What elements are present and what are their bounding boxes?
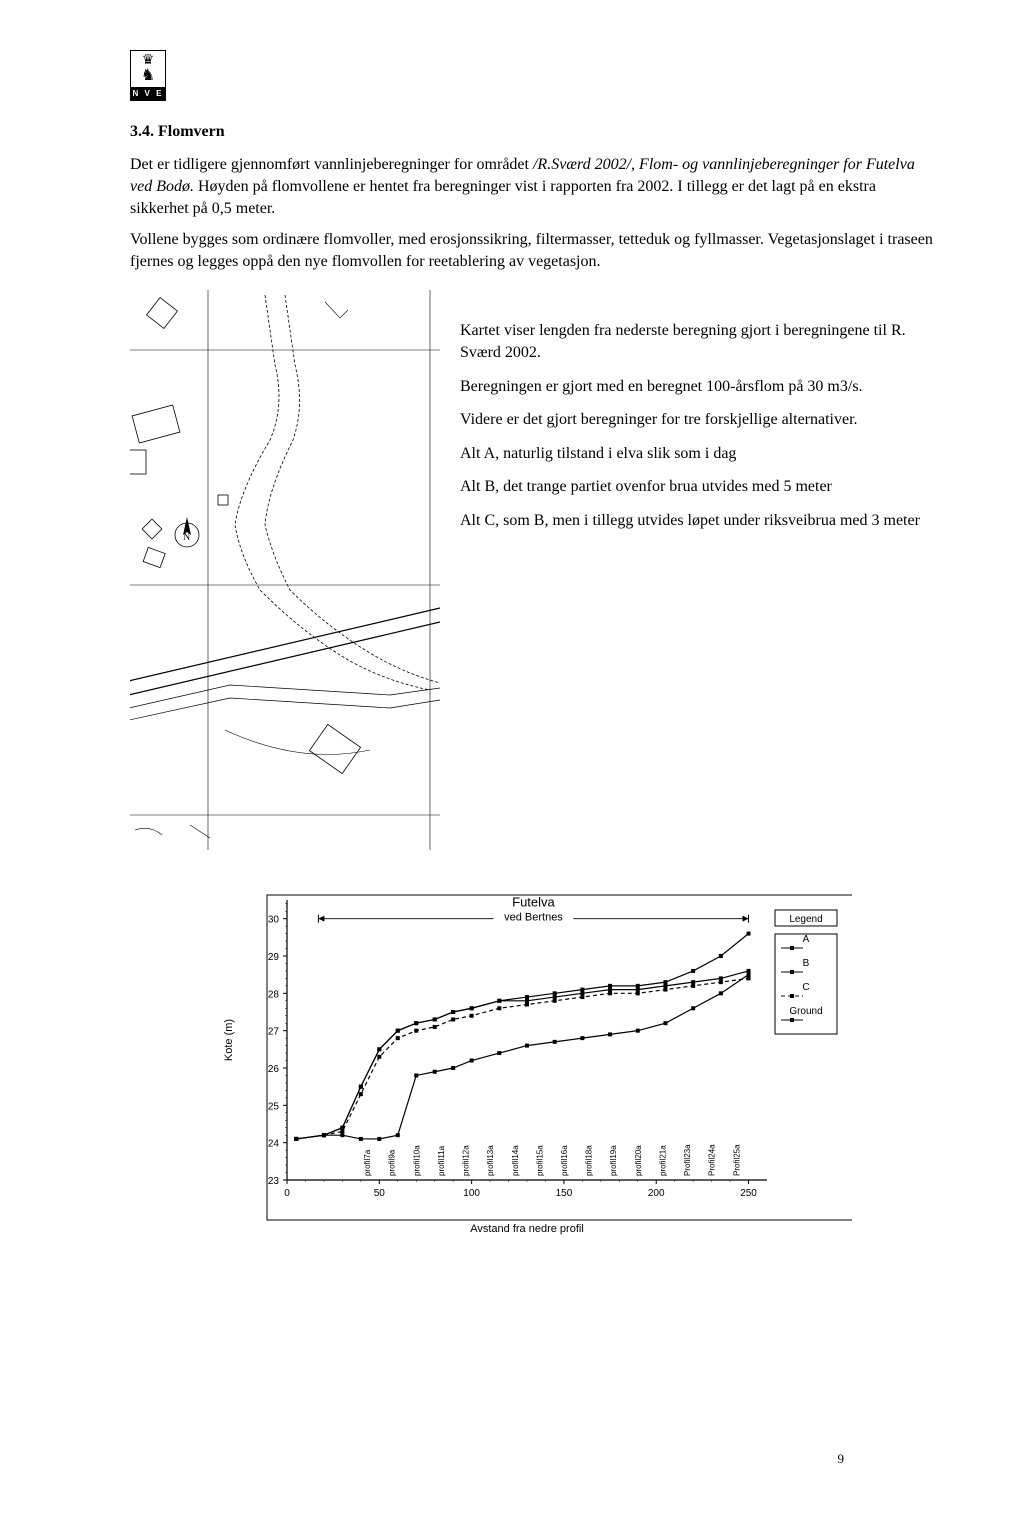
svg-text:profil18a: profil18a xyxy=(585,1145,594,1176)
svg-text:27: 27 xyxy=(268,1027,280,1038)
svg-text:A: A xyxy=(803,934,810,945)
nve-logo: ♛ ♞ N V E xyxy=(130,50,170,101)
svg-text:Ground: Ground xyxy=(789,1006,822,1017)
svg-text:B: B xyxy=(803,958,810,969)
svg-text:profil14a: profil14a xyxy=(511,1145,520,1176)
svg-text:C: C xyxy=(802,982,809,993)
svg-text:profil16a: profil16a xyxy=(560,1145,569,1176)
map-text-4: Alt A, naturlig tilstand i elva slik som… xyxy=(460,443,934,465)
svg-text:26: 26 xyxy=(268,1064,280,1075)
svg-text:Legend: Legend xyxy=(789,914,822,925)
svg-text:N: N xyxy=(183,532,190,543)
p1-tail: Høyden på flomvollene er hentet fra bere… xyxy=(130,178,876,217)
map-text-2: Beregningen er gjort med en beregnet 100… xyxy=(460,376,934,398)
p1-lead: Det er tidligere gjennomført vannlinjebe… xyxy=(130,156,533,173)
svg-text:Kote (m): Kote (m) xyxy=(223,1019,235,1061)
page-number: 9 xyxy=(838,1450,845,1468)
svg-text:29: 29 xyxy=(268,952,280,963)
svg-text:23: 23 xyxy=(268,1176,280,1187)
svg-text:30: 30 xyxy=(268,915,280,926)
svg-text:profil15a: profil15a xyxy=(535,1145,544,1176)
logo-crown-icon: ♛ xyxy=(142,54,155,68)
map-text-3: Videre er det gjort beregninger for tre … xyxy=(460,409,934,431)
map-text-row: N Kartet viser lengden fra nederste bere… xyxy=(130,290,934,850)
svg-text:profil9a: profil9a xyxy=(388,1150,397,1177)
map-text-5: Alt B, det trange partiet ovenfor brua u… xyxy=(460,476,934,498)
svg-text:200: 200 xyxy=(648,1188,665,1199)
svg-text:profil20a: profil20a xyxy=(634,1145,643,1176)
section-title-text: Flomvern xyxy=(158,123,225,140)
svg-text:profil12a: profil12a xyxy=(462,1145,471,1176)
svg-text:profil19a: profil19a xyxy=(609,1145,618,1176)
paragraph-1: Det er tidligere gjennomført vannlinjebe… xyxy=(130,154,934,219)
map-text-6: Alt C, som B, men i tillegg utvides løpe… xyxy=(460,510,934,532)
svg-text:profil21a: profil21a xyxy=(658,1145,667,1176)
svg-text:Profil23a: Profil23a xyxy=(683,1144,692,1176)
map-column: N xyxy=(130,290,440,850)
svg-text:Profil24a: Profil24a xyxy=(708,1144,717,1176)
logo-lion-icon: ♞ xyxy=(141,68,155,84)
svg-text:25: 25 xyxy=(268,1102,280,1113)
svg-text:28: 28 xyxy=(268,990,280,1001)
svg-text:profil13a: profil13a xyxy=(486,1145,495,1176)
svg-text:50: 50 xyxy=(374,1188,386,1199)
map-diagram: N xyxy=(130,290,440,850)
logo-label: N V E xyxy=(130,88,166,101)
paragraph-2: Vollene bygges som ordinære flomvoller, … xyxy=(130,229,934,272)
svg-text:0: 0 xyxy=(284,1188,290,1199)
svg-text:ved Bertnes: ved Bertnes xyxy=(504,912,563,924)
svg-text:150: 150 xyxy=(556,1188,573,1199)
svg-text:Avstand fra nedre profil: Avstand fra nedre profil xyxy=(470,1223,584,1235)
futelva-chart: 23 24 25 26 27 28 29 30 0 50 100 150 200 250 Kote (m) A… xyxy=(212,880,852,1240)
svg-text:250: 250 xyxy=(740,1188,757,1199)
svg-text:Futelva: Futelva xyxy=(512,895,555,910)
svg-text:Profil25a: Profil25a xyxy=(732,1144,741,1176)
chart-container: 23 24 25 26 27 28 29 30 0 50 100 150 200 250 Kote (m) A… xyxy=(130,880,934,1240)
svg-text:profil10a: profil10a xyxy=(412,1145,421,1176)
map-description-column: Kartet viser lengden fra nederste beregn… xyxy=(460,290,934,543)
section-number: 3.4. xyxy=(130,123,154,140)
svg-text:24: 24 xyxy=(268,1139,280,1150)
svg-text:100: 100 xyxy=(463,1188,480,1199)
map-text-1: Kartet viser lengden fra nederste beregn… xyxy=(460,320,934,363)
section-heading: 3.4. Flomvern xyxy=(130,121,934,143)
svg-text:profil11a: profil11a xyxy=(437,1146,446,1177)
svg-text:profil7a: profil7a xyxy=(363,1150,372,1177)
